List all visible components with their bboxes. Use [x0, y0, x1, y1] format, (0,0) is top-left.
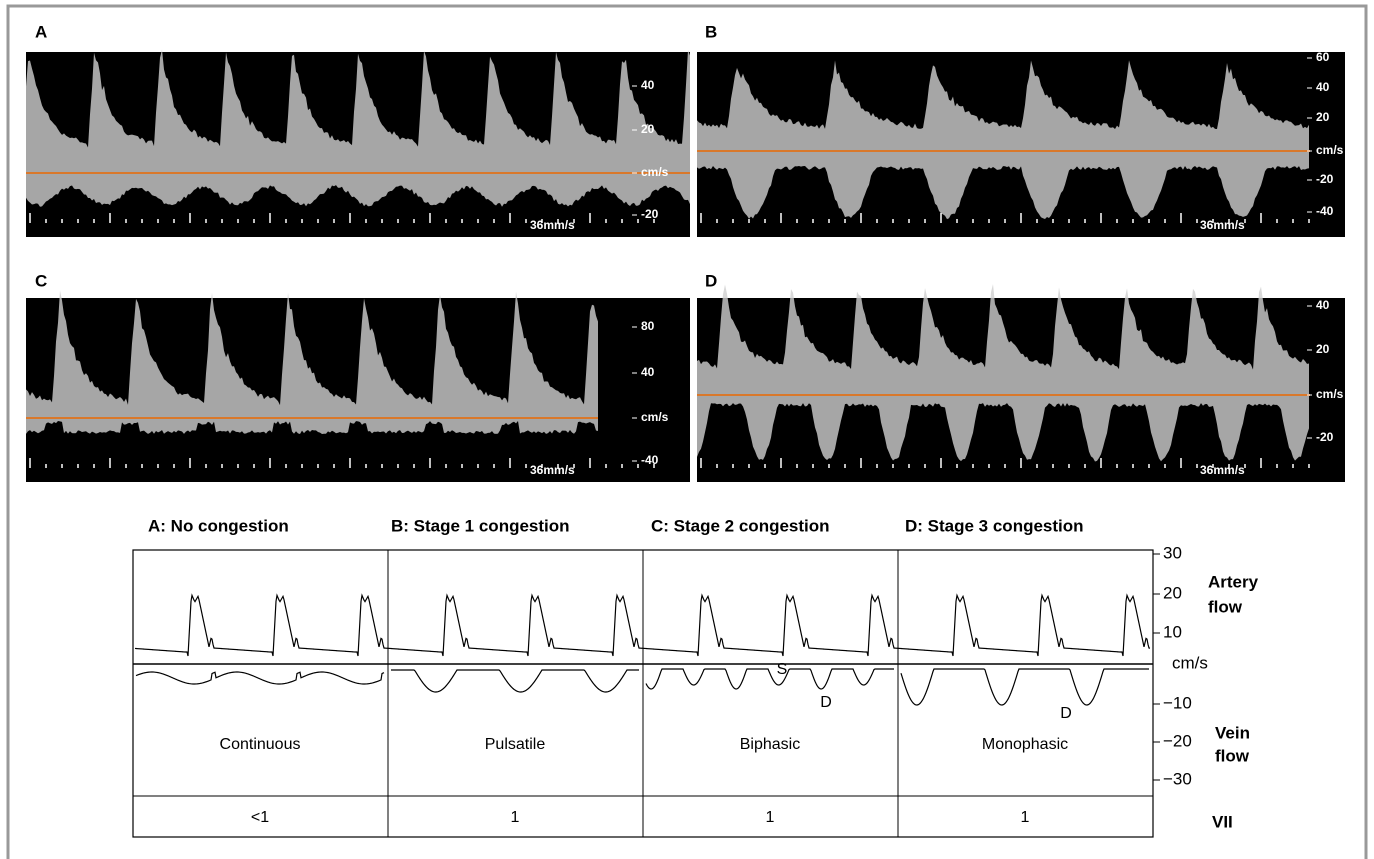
scale-label: 40 [1316, 298, 1330, 312]
artery-wave [134, 593, 1151, 657]
sweep-speed: 36mm/s [1200, 218, 1245, 232]
axis-label: −20 [1163, 731, 1192, 750]
sweep-speed: 36mm/s [1200, 463, 1245, 477]
scale-label: 80 [641, 319, 655, 333]
axis-label: −30 [1163, 769, 1192, 788]
stage-header: B: Stage 1 congestion [391, 516, 570, 535]
axis-title: Artery [1208, 572, 1259, 591]
scale-label: cm/s [1316, 387, 1344, 401]
scale-label: 40 [641, 78, 655, 92]
sweep-speed: 36mm/s [530, 463, 575, 477]
scale-label: 60 [1316, 50, 1330, 64]
vii-value: 1 [766, 809, 775, 826]
scale-label: 20 [1316, 110, 1330, 124]
scale-label: 20 [1316, 342, 1330, 356]
panel-label: D [705, 271, 717, 290]
scale-label: -20 [1316, 172, 1334, 186]
doppler-signal [697, 60, 1309, 220]
vein-wave [135, 671, 385, 685]
frame [6, 4, 1368, 859]
scale-label: 40 [641, 365, 655, 379]
vii-value: 1 [1021, 809, 1030, 826]
panel-label: C [35, 271, 47, 290]
row-title: VII [1212, 812, 1233, 831]
panel-label: B [705, 22, 717, 41]
pattern-label: Pulsatile [485, 736, 546, 753]
wave-annotation: D [1060, 705, 1072, 722]
scale-label: -20 [641, 207, 659, 221]
pattern-label: Monophasic [982, 736, 1068, 753]
scale-label: cm/s [641, 410, 669, 424]
sweep-speed: 36mm/s [530, 218, 575, 232]
scale-label: 40 [1316, 80, 1330, 94]
axis-title: flow [1208, 597, 1243, 616]
axis-title: Vein [1215, 723, 1250, 742]
axis-label: 10 [1163, 622, 1182, 641]
vein-wave [900, 668, 1149, 706]
doppler-signal [26, 290, 598, 434]
doppler-signal [26, 49, 690, 207]
scale-label: -20 [1316, 430, 1334, 444]
scale-label: -40 [641, 453, 659, 467]
pattern-label: Continuous [220, 736, 301, 753]
panel-label: A [35, 22, 47, 41]
axis-label: 30 [1163, 543, 1182, 562]
vii-value: <1 [251, 809, 269, 826]
vein-wave [645, 668, 894, 690]
axis-label: 20 [1163, 583, 1182, 602]
doppler-signal [697, 284, 1309, 462]
stage-header: D: Stage 3 congestion [905, 516, 1084, 535]
scale-label: -40 [1316, 204, 1334, 218]
vii-value: 1 [511, 809, 520, 826]
scale-label: cm/s [641, 165, 669, 179]
axis-title: flow [1215, 746, 1250, 765]
pattern-label: Biphasic [740, 736, 800, 753]
stage-header: C: Stage 2 congestion [651, 516, 830, 535]
wave-annotation: S [777, 661, 788, 678]
scale-label: 20 [641, 122, 655, 136]
axis-label: cm/s [1172, 653, 1208, 672]
axis-label: −10 [1163, 693, 1192, 712]
stage-header: A: No congestion [148, 516, 289, 535]
scale-label: cm/s [1316, 143, 1344, 157]
vein-wave [391, 669, 639, 693]
wave-annotation: D [820, 694, 832, 711]
